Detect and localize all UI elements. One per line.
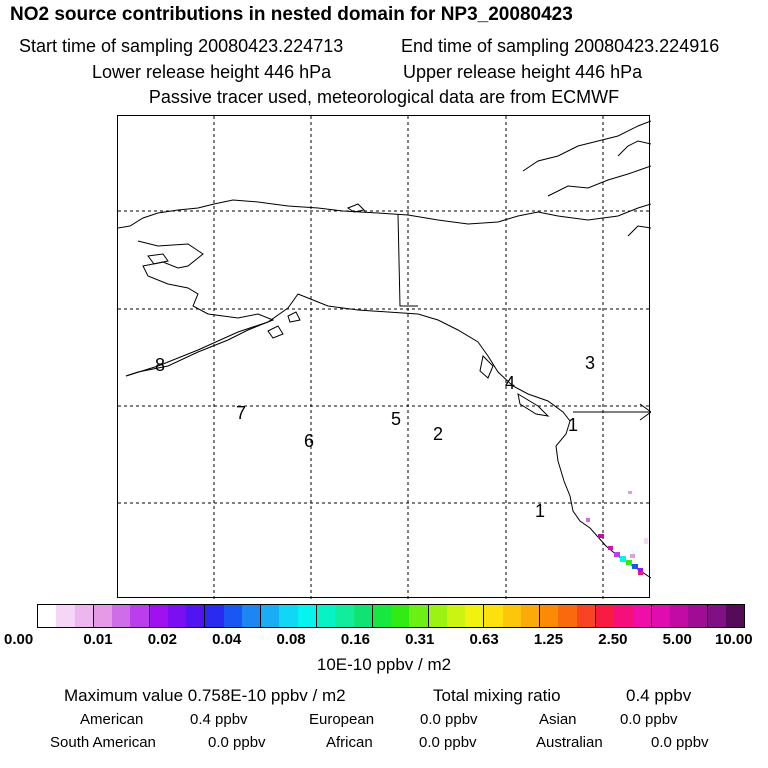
- color-bar-segment: [353, 605, 372, 627]
- color-bar-segment: [260, 605, 280, 627]
- color-bar-segment: [223, 605, 242, 627]
- grid-lines: [118, 116, 651, 599]
- region-value: 0.0 ppbv: [420, 711, 478, 728]
- total-mixing-label: Total mixing ratio: [433, 686, 561, 705]
- color-bar-segment: [706, 605, 726, 627]
- region-value: 0.0 ppbv: [208, 734, 266, 751]
- color-bar-segment: [539, 605, 559, 627]
- color-bar-segment: [650, 605, 671, 627]
- color-bar-tick-label: 2.50: [598, 631, 628, 648]
- map-label: 1: [535, 501, 546, 521]
- color-bar-segment: [241, 605, 261, 627]
- map-canvas: [118, 116, 651, 599]
- color-bar-tick-label: 0.02: [147, 631, 177, 648]
- color-bar-segment: [520, 605, 540, 627]
- color-bar-segment: [688, 605, 707, 627]
- concentration-patches: [586, 491, 648, 575]
- color-bar-segment: [576, 605, 595, 627]
- color-bar-segment: [335, 605, 354, 627]
- color-bar-segment: [409, 605, 428, 627]
- region-name: African: [326, 734, 373, 751]
- color-bar-segment: [427, 605, 447, 627]
- color-bar-tick-label: 5.00: [662, 631, 692, 648]
- color-bar-segment: [204, 605, 224, 627]
- upper-release-height: Upper release height 446 hPa: [403, 62, 643, 82]
- color-bar-segment: [632, 605, 651, 627]
- color-bar-tick-label: 0.01: [83, 631, 113, 648]
- color-bar-segment: [391, 605, 410, 627]
- color-bar-segment: [502, 605, 521, 627]
- color-bar-segment: [446, 605, 466, 627]
- color-bar-segment: [297, 605, 316, 627]
- color-bar-segment: [594, 605, 615, 627]
- coastlines: [118, 120, 651, 579]
- map-panel: 8 7 6 5 2 4 3 1 1: [117, 115, 651, 599]
- color-bar-segment: [92, 605, 113, 627]
- color-bar-segment: [465, 605, 484, 627]
- color-bar-segment: [74, 605, 93, 627]
- color-bar-segment: [483, 605, 503, 627]
- map-label: 4: [505, 373, 516, 393]
- start-time: Start time of sampling 20080423.224713: [19, 36, 344, 56]
- region-name: Australian: [536, 734, 603, 751]
- color-bar-tick-label: 10.00: [715, 631, 753, 648]
- color-bar-segment: [558, 605, 577, 627]
- page-title: NO2 source contributions in nested domai…: [10, 4, 573, 25]
- color-bar-segment: [315, 605, 336, 627]
- max-value: Maximum value 0.758E-10 ppbv / m2: [64, 686, 346, 705]
- region-value: 0.0 ppbv: [419, 734, 477, 751]
- region-value: 0.4 ppbv: [190, 711, 248, 728]
- color-bar-segment: [186, 605, 205, 627]
- color-bar-tick-label: 0.16: [340, 631, 371, 648]
- color-bar-segment: [279, 605, 298, 627]
- color-bar-tick-label: 0.04: [212, 631, 242, 648]
- map-label: 5: [391, 409, 402, 429]
- color-bar-segment: [38, 605, 57, 627]
- color-bar-segment: [130, 605, 149, 627]
- color-bar-tick-label: 0.63: [469, 631, 499, 648]
- lower-release-height: Lower release height 446 hPa: [92, 62, 332, 82]
- region-name: South American: [50, 734, 156, 751]
- region-value: 0.0 ppbv: [620, 711, 678, 728]
- map-label: 2: [433, 424, 444, 444]
- map-label: 7: [236, 403, 247, 423]
- color-bar-tick-label: 0.08: [276, 631, 306, 648]
- color-bar-tick-label: 1.25: [533, 631, 564, 648]
- color-bar-segment: [725, 605, 745, 627]
- color-bar-tick-label: 0.31: [405, 631, 435, 648]
- color-bar-segment: [167, 605, 187, 627]
- color-bar-segment: [614, 605, 633, 627]
- total-mixing-value: 0.4 ppbv: [626, 686, 692, 705]
- color-bar-tick-label: 0.00: [4, 631, 34, 648]
- end-time: End time of sampling 20080423.224916: [401, 36, 720, 56]
- map-label-arrow: 1: [568, 415, 579, 435]
- region-value: 0.0 ppbv: [651, 734, 709, 751]
- color-bar-segment: [148, 605, 168, 627]
- color-bar-segment: [56, 605, 75, 627]
- color-bar-segment: [670, 605, 689, 627]
- region-name: American: [80, 711, 144, 728]
- region-name: Asian: [539, 711, 577, 728]
- color-bar-segment: [112, 605, 131, 627]
- color-bar-segment: [371, 605, 392, 627]
- map-label: 8: [155, 355, 166, 375]
- color-bar-unit: 10E-10 ppbv / m2: [316, 655, 452, 674]
- color-bar: [37, 604, 745, 628]
- map-label: 3: [585, 353, 596, 373]
- region-name: European: [309, 711, 375, 728]
- tracer-note: Passive tracer used, meteorological data…: [148, 87, 620, 107]
- map-label: 6: [304, 431, 315, 451]
